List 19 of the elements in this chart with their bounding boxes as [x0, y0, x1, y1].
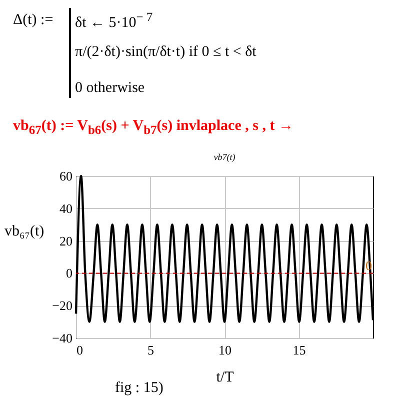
y-tick-label: 0: [66, 266, 72, 281]
text: Δ(t) :=: [13, 12, 54, 29]
text: 0 otherwise: [75, 80, 145, 97]
x-tick-label: 0: [76, 342, 83, 358]
y-axis-title: vb₆₇(t): [4, 224, 44, 240]
chart-title: vb7(t): [214, 152, 236, 162]
y-tick-label: 20: [60, 233, 72, 248]
text: vb$_{67}$(t) := V$_{b6}$(s) + V$_{b7}$(s) invlaplace , s , t →: [13, 118, 294, 138]
x-axis-title: t/T: [216, 370, 234, 386]
y-tick-label: −20: [52, 298, 72, 314]
y-tick-label: 40: [60, 200, 72, 216]
x-tick-label: 10: [218, 342, 232, 358]
y-tick-label: −40: [52, 330, 72, 346]
text: π/(2·δt)·sin(π/δt·t) if 0 ≤ t < δt: [75, 44, 256, 61]
x-tick-label: 15: [292, 342, 306, 358]
text: fig : 15): [115, 380, 164, 397]
y-tick-label: 60: [60, 168, 72, 184]
x-tick-label: 5: [148, 342, 154, 358]
text: δt ← 5·10$^{− 7}$: [75, 10, 153, 32]
